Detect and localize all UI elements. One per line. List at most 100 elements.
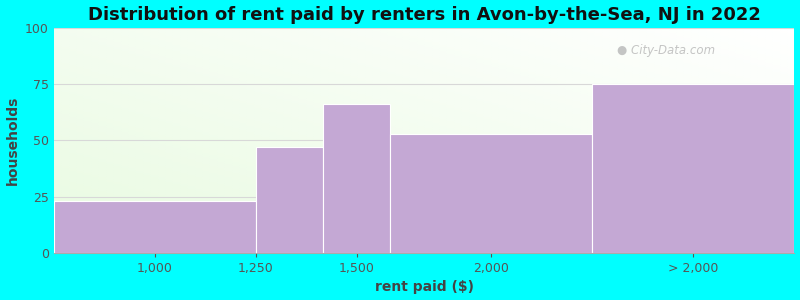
Bar bbox=[158, 154, 165, 156]
Bar bbox=[180, 201, 187, 203]
Bar bbox=[306, 50, 313, 52]
Bar bbox=[542, 174, 550, 176]
Bar bbox=[121, 118, 128, 120]
Bar bbox=[313, 208, 321, 210]
Bar bbox=[254, 242, 262, 244]
Bar bbox=[580, 39, 587, 41]
Bar bbox=[506, 237, 513, 239]
Bar bbox=[476, 80, 483, 82]
Bar bbox=[513, 116, 521, 118]
Bar bbox=[742, 194, 750, 196]
Bar bbox=[387, 80, 394, 82]
Bar bbox=[483, 70, 490, 73]
Bar bbox=[469, 178, 476, 181]
Bar bbox=[306, 100, 313, 102]
Bar bbox=[62, 34, 69, 37]
Bar bbox=[180, 158, 187, 160]
Bar bbox=[676, 154, 683, 156]
Bar bbox=[454, 210, 461, 212]
Bar bbox=[262, 59, 269, 62]
Bar bbox=[321, 124, 328, 127]
Bar bbox=[742, 48, 750, 50]
Bar bbox=[758, 37, 765, 39]
Bar bbox=[565, 68, 572, 70]
Bar bbox=[387, 116, 394, 118]
Bar bbox=[558, 167, 565, 169]
Bar bbox=[194, 201, 202, 203]
Bar bbox=[602, 147, 610, 149]
Bar bbox=[387, 246, 394, 248]
Bar bbox=[269, 156, 276, 158]
Bar bbox=[113, 106, 121, 109]
Bar bbox=[661, 219, 669, 221]
Bar bbox=[654, 203, 661, 206]
Bar bbox=[224, 84, 231, 86]
Bar bbox=[483, 156, 490, 158]
Bar bbox=[683, 93, 690, 95]
Bar bbox=[558, 91, 565, 93]
Bar bbox=[350, 201, 358, 203]
Bar bbox=[76, 147, 83, 149]
Bar bbox=[558, 160, 565, 163]
Bar bbox=[328, 86, 335, 88]
Bar bbox=[194, 210, 202, 212]
Bar bbox=[713, 219, 720, 221]
Bar bbox=[535, 185, 542, 188]
Bar bbox=[417, 142, 424, 145]
Bar bbox=[565, 41, 572, 44]
Bar bbox=[194, 122, 202, 124]
Bar bbox=[328, 154, 335, 156]
Bar bbox=[446, 165, 454, 167]
Bar bbox=[76, 242, 83, 244]
Bar bbox=[690, 235, 698, 237]
Bar bbox=[735, 230, 742, 232]
Bar bbox=[780, 28, 787, 30]
Bar bbox=[328, 102, 335, 104]
Bar bbox=[76, 145, 83, 147]
Bar bbox=[165, 88, 172, 91]
Bar bbox=[580, 239, 587, 242]
Bar bbox=[490, 98, 498, 100]
Bar bbox=[224, 50, 231, 52]
Bar bbox=[617, 124, 624, 127]
Bar bbox=[283, 190, 291, 192]
Bar bbox=[283, 41, 291, 44]
Bar bbox=[187, 163, 194, 165]
Bar bbox=[106, 127, 113, 129]
Bar bbox=[513, 147, 521, 149]
Bar bbox=[150, 219, 158, 221]
Bar bbox=[269, 237, 276, 239]
Bar bbox=[158, 134, 165, 136]
Bar bbox=[417, 100, 424, 102]
Bar bbox=[380, 169, 387, 172]
Bar bbox=[262, 158, 269, 160]
Bar bbox=[646, 176, 654, 178]
Bar bbox=[706, 61, 713, 64]
Bar bbox=[113, 250, 121, 253]
Bar bbox=[750, 77, 758, 80]
Bar bbox=[765, 237, 772, 239]
Bar bbox=[262, 163, 269, 165]
Bar bbox=[631, 50, 639, 52]
Bar bbox=[631, 100, 639, 102]
Bar bbox=[76, 142, 83, 145]
Bar bbox=[550, 84, 558, 86]
Bar bbox=[765, 102, 772, 104]
Bar bbox=[513, 158, 521, 160]
Bar bbox=[469, 212, 476, 214]
Bar bbox=[350, 199, 358, 201]
Bar bbox=[224, 152, 231, 154]
Bar bbox=[54, 28, 62, 30]
Bar bbox=[342, 188, 350, 190]
Bar bbox=[713, 86, 720, 88]
Bar bbox=[172, 50, 180, 52]
Bar bbox=[580, 217, 587, 219]
Bar bbox=[506, 102, 513, 104]
Bar bbox=[342, 57, 350, 59]
Bar bbox=[654, 176, 661, 178]
Bar bbox=[720, 70, 728, 73]
Bar bbox=[780, 118, 787, 120]
Bar bbox=[394, 169, 402, 172]
Bar bbox=[654, 73, 661, 75]
Bar bbox=[402, 217, 410, 219]
